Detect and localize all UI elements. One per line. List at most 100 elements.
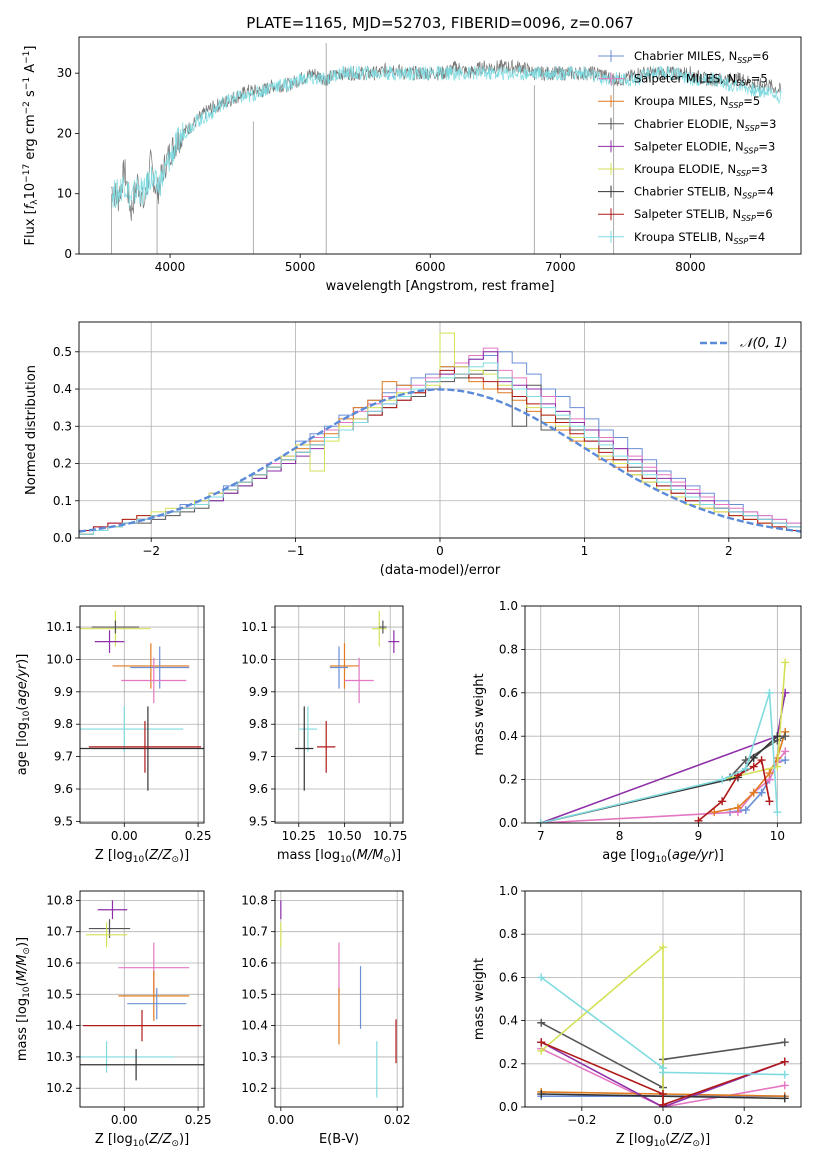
errorbars: [295, 610, 400, 791]
errorbar-point: [118, 970, 190, 1021]
y-tick-label: 9.9: [54, 685, 73, 699]
y-tick-label: 9.7: [54, 750, 73, 764]
weight-vs-Z-axes: −0.2 0.0 0.2 0.0 0.2 0.4 0.6 0.8 1.0 Z [log10(Z/Z…: [472, 884, 802, 1149]
weight-marker: [536, 819, 545, 823]
y-tick-label: 0.2: [499, 773, 518, 787]
x-axis-label: E(B-V): [319, 1132, 359, 1147]
y-tick-label: 0.2: [53, 457, 72, 471]
weight-marker: [733, 803, 742, 812]
weight-line: [540, 750, 786, 823]
x-tick-label: 8000: [675, 260, 706, 274]
weight-marker: [537, 1046, 546, 1055]
y-tick-label: 0.4: [53, 382, 72, 396]
errorbar-point: [82, 1009, 202, 1042]
x-tick-label: −2: [142, 544, 160, 558]
weight-series: [537, 943, 667, 1107]
y-tick-label: 9.6: [54, 782, 73, 796]
legend-label: Kroupa STELIB, NSSP=4: [634, 230, 765, 246]
y-tick-label: 0.0: [499, 1100, 518, 1114]
weight-marker: [659, 943, 667, 952]
legend-label: Salpeter ELODIE, NSSP=3: [634, 139, 775, 155]
y-tick-label: 0.8: [499, 642, 518, 656]
weight-marker: [710, 808, 719, 817]
y-tick-label: 0.3: [53, 419, 72, 433]
x-tick-label: 0.0: [653, 1113, 672, 1127]
x-axis-label: mass [log10(M/M⊙)]: [277, 848, 401, 865]
weight-marker: [749, 788, 758, 797]
weight-marker: [537, 1018, 546, 1027]
y-tick-label: 0: [64, 247, 72, 261]
y-tick-label: 0.2: [499, 1057, 518, 1071]
y-tick-label: 10.3: [46, 1050, 73, 1064]
weight-marker: [780, 1038, 789, 1047]
weight-marker: [781, 732, 790, 741]
x-axis-label: Z [log10(Z/Z⊙)]: [95, 848, 189, 865]
errorbar-point: [80, 706, 204, 791]
weight-marker: [765, 797, 774, 806]
weight-marker: [694, 816, 703, 823]
x-tick-label: 10.25: [282, 829, 316, 843]
y-tick-label: 10.8: [46, 893, 73, 907]
y-tick-label: 20: [57, 126, 72, 140]
legend-label: Chabrier STELIB, NSSP=4: [634, 185, 774, 201]
y-tick-label: 9.8: [54, 717, 73, 731]
weight-marker: [757, 788, 766, 797]
y-tick-label: 9.7: [249, 750, 268, 764]
weight-marker: [781, 747, 790, 756]
weight-marker: [780, 1057, 789, 1066]
y-axis-label: mass [log10(M/M⊙)]: [15, 937, 32, 1061]
x-tick-label: 2: [725, 544, 733, 558]
y-tick-label: 0.0: [499, 816, 518, 830]
weight-series: [536, 658, 790, 823]
axes-frame: [524, 605, 802, 824]
y-tick-label: 10.0: [241, 652, 268, 666]
axes-frame: [79, 605, 205, 824]
weight-line: [540, 1041, 786, 1106]
weight-marker: [537, 1038, 546, 1047]
x-tick-label: −1: [287, 544, 305, 558]
y-tick-label: 0.4: [499, 729, 518, 743]
weight-marker: [537, 973, 546, 982]
legend-label: Chabrier MILES, NSSP=6: [634, 49, 769, 65]
errorbars: [80, 900, 204, 1081]
x-axis-label: wavelength [Angstrom, rest frame]: [326, 279, 555, 294]
y-tick-label: 0.6: [499, 686, 518, 700]
axes-frame: [274, 605, 404, 824]
y-tick-label: 10.1: [241, 620, 268, 634]
errorbar-point: [344, 657, 374, 704]
axes-frame: [79, 890, 205, 1108]
y-tick-label: 10.3: [241, 1050, 268, 1064]
legend-label: Kroupa ELODIE, NSSP=3: [634, 162, 768, 178]
x-axis-label: age [log10(age/yr)]: [602, 848, 724, 865]
weight-line: [540, 1047, 785, 1107]
weight-series: [537, 1038, 789, 1107]
errorbar-point: [121, 657, 187, 704]
y-tick-label: 9.6: [249, 782, 268, 796]
x-tick-label: 0: [436, 544, 444, 558]
weight-marker: [757, 756, 766, 765]
y-tick-label: 9.5: [54, 814, 73, 828]
errorbar-point: [329, 643, 360, 689]
y-tick-label: 10.6: [241, 956, 268, 970]
weight-marker: [741, 764, 750, 773]
y-tick-label: 1.0: [499, 599, 518, 613]
axes-frame: [78, 36, 802, 255]
x-tick-label: 10: [770, 829, 785, 843]
errorbar-point: [388, 630, 400, 653]
x-tick-label: −0.2: [567, 1113, 596, 1127]
errorbar-point: [298, 706, 318, 752]
y-tick-label: 30: [57, 66, 72, 80]
x-tick-label: 4000: [155, 260, 186, 274]
mass-vs-Z-axes: 0.00 0.25 10.2 10.3 10.4 10.5 10.6 10.7 10.8 Z [l…: [15, 890, 211, 1149]
x-tick-label: 0.02: [384, 1113, 411, 1127]
weight-marker: [741, 805, 750, 814]
errorbar-point: [85, 922, 128, 948]
y-tick-label: 10.5: [46, 987, 73, 1001]
y-tick-label: 10.7: [46, 925, 73, 939]
weight-marker: [780, 1081, 789, 1090]
weight-marker: [749, 753, 758, 762]
x-tick-label: 7: [537, 829, 545, 843]
x-tick-label: 0.00: [111, 1113, 138, 1127]
legend-label: Salpeter STELIB, NSSP=6: [634, 207, 773, 223]
